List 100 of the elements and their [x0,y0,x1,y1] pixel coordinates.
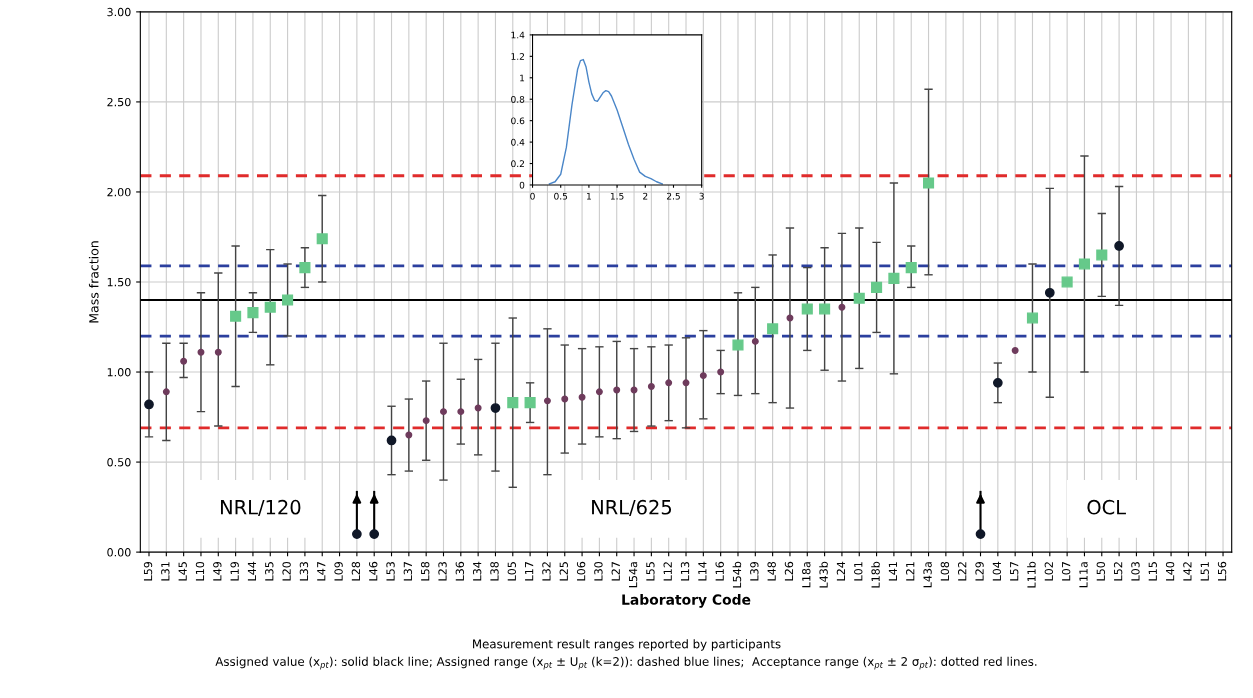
x-tick-label: L25 [559,562,568,581]
x-tick-label: L36 [455,561,465,581]
x-tick-label: L15 [1148,562,1157,581]
x-tick-label: L48 [767,561,776,581]
x-tick-label: L58 [420,561,430,581]
point [871,281,883,293]
point [717,368,725,376]
y-tick-label: 0.6 [511,117,525,125]
point [1044,287,1055,298]
point [282,294,294,306]
x-tick-label: L43a [923,562,932,588]
y-tick-label: 2.50 [107,97,131,107]
point [316,233,328,245]
y-tick-label: 0.00 [107,548,131,557]
point [386,435,397,446]
x-tick-label: L57 [1010,562,1019,581]
line-series [548,58,663,185]
x-tick-label: L59 [143,561,153,581]
x-tick-label: L17 [525,562,534,581]
y-tick-label: 1.00 [107,368,131,377]
y-tick-label: 0.8 [511,95,525,103]
x-tick-label: L21 [906,562,915,581]
x-tick-label: L44 [247,561,256,581]
point [1114,241,1124,251]
annotation: NRL/625 [592,499,672,517]
x-tick-label: L06 [576,561,586,581]
x-tick-label: L13 [680,562,690,581]
x-tick-label: L34 [472,561,482,581]
x-tick-label: L07 [1061,562,1071,581]
point [682,379,690,387]
x-tick-label: L52 [1113,562,1123,581]
x-tick-label: L12 [663,562,672,581]
point [838,303,846,311]
point [197,348,205,356]
x-tick-label: L38 [490,561,499,581]
x-tick-label: L24 [836,561,845,581]
point [422,417,430,425]
x-tick-label: 3 [699,192,704,200]
y-tick-label: 1.2 [511,53,524,60]
annotation: NRL/120 [221,499,301,517]
point [905,262,917,274]
x-tick-label: L53 [386,562,395,581]
x-tick-label: L04 [992,561,1002,581]
x-tick-label: L41 [888,562,897,581]
x-tick-label: L08 [940,561,950,581]
x-tick-label: L23 [438,562,447,581]
y-tick-label: 0.50 [107,458,131,467]
point [888,272,900,284]
point [665,379,673,387]
point [732,339,744,351]
point [819,303,831,315]
x-tick-label: L46 [369,561,378,581]
point [699,372,707,380]
x-tick-label: L18b [871,561,880,588]
point [405,431,413,439]
x-tick-label: L01 [854,562,863,581]
y-tick-label: 2.00 [107,187,131,197]
point [490,403,501,413]
point [853,292,865,304]
point [440,408,447,416]
x-tick-label: 1.5 [610,192,624,200]
x-tick-label: L56 [1217,561,1227,581]
x-tick-label: L31 [161,562,170,581]
x-tick-label: L27 [611,562,620,581]
point [801,303,813,315]
point [992,377,1003,388]
point [352,529,362,539]
x-tick-label: L11b [1027,561,1036,588]
point [767,323,779,335]
x-tick-label: L55 [646,562,655,581]
point [1061,276,1073,288]
x-tick-label: L28 [351,561,361,581]
point [524,397,536,409]
x-tick-label: L45 [178,562,187,581]
point [1096,249,1108,261]
x-tick-label: L42 [1183,562,1192,581]
x-tick-label: L54b [732,561,742,588]
point [975,529,986,539]
point [922,177,935,189]
y-tick-label: 1 [520,74,525,82]
x-tick-label: L33 [299,562,309,581]
x-tick-label: L35 [265,562,274,581]
point [144,399,154,410]
x-tick-label: L14 [698,561,707,581]
point [613,386,621,394]
point [214,348,222,356]
point [507,397,519,409]
x-tick-label: 0 [530,192,535,200]
x-tick-label: L32 [542,562,551,581]
x-tick-label: L22 [958,562,967,581]
x-tick-label: L49 [213,561,222,581]
x-tick-label: L26 [784,561,794,581]
y-tick-label: 0.2 [511,160,524,168]
text: Measurement result ranges reported by participants [473,639,781,651]
x-tick-label: L19 [230,561,239,581]
y-tick-label: 3.00 [107,7,131,17]
point [751,337,759,345]
x-axis-title: Laboratory Code [622,594,751,608]
x-tick-label: L37 [403,562,413,581]
x-tick-label: 0.5 [554,192,568,200]
